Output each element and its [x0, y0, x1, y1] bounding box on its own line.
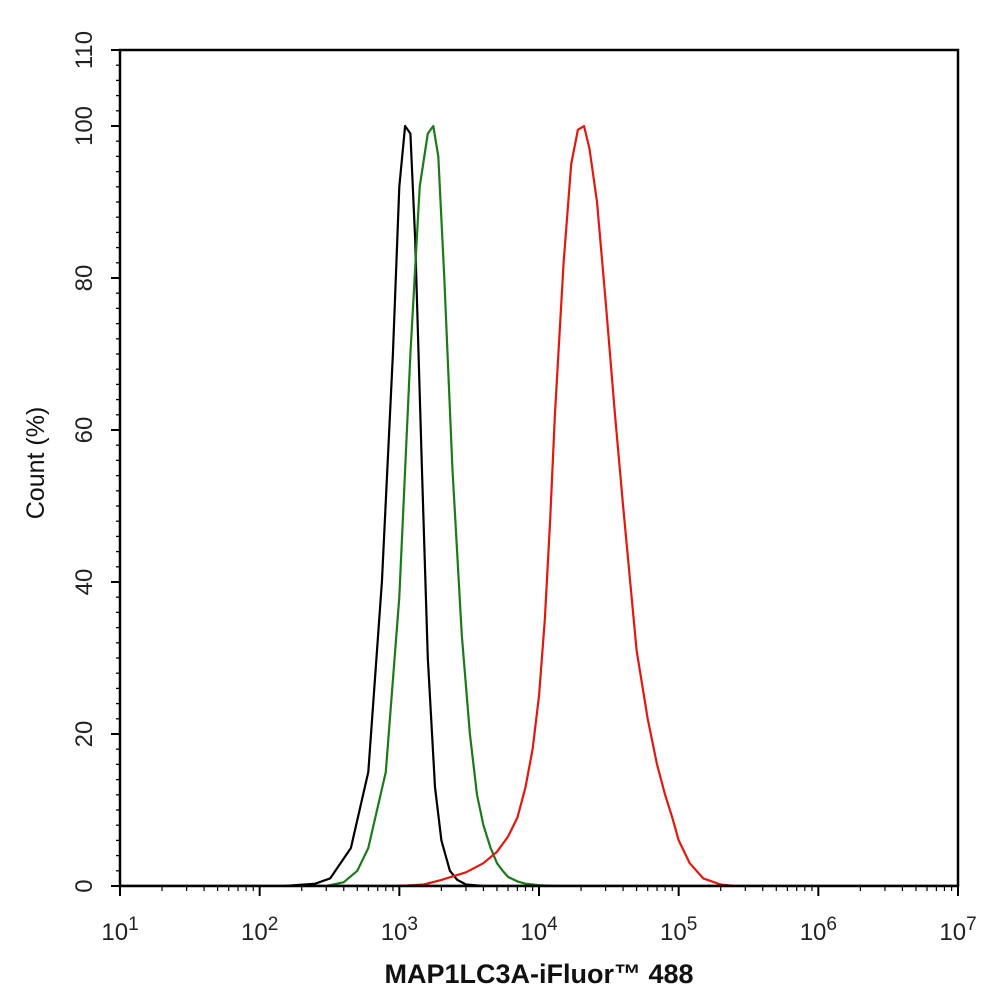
x-tick-exponent: 3: [407, 914, 418, 935]
x-tick-base: 10: [660, 919, 687, 946]
x-tick-label: 106: [800, 914, 837, 946]
x-tick-base: 10: [939, 919, 966, 946]
x-tick-label: 101: [101, 914, 138, 946]
x-tick-base: 10: [241, 919, 268, 946]
series-0-curve: [283, 124, 485, 888]
x-tick-exponent: 7: [966, 914, 977, 935]
x-tick-base: 10: [381, 919, 408, 946]
y-axis-title: Count (%): [22, 407, 50, 520]
x-tick-base: 10: [800, 919, 827, 946]
x-axis-title: MAP1LC3A-iFluor™ 488: [384, 959, 693, 989]
y-tick-label: 60: [71, 417, 98, 444]
x-tick-base: 10: [101, 919, 128, 946]
x-tick-exponent: 5: [687, 914, 698, 935]
series-2-curve: [398, 124, 736, 888]
y-tick-label: 40: [71, 569, 98, 596]
series-1-curve: [325, 124, 556, 888]
y-tick-label: 110: [71, 31, 98, 69]
x-tick-exponent: 4: [547, 914, 558, 935]
x-tick-exponent: 6: [826, 914, 837, 935]
y-tick-label: 0: [71, 879, 98, 892]
y-tick-label: 100: [71, 106, 98, 146]
x-tick-base: 10: [520, 919, 547, 946]
x-tick-label: 105: [660, 914, 697, 946]
x-tick-label: 104: [520, 914, 558, 946]
plot-frame: [118, 48, 960, 888]
y-axis-tick-labels: 0 20 40 60 80 100 110: [71, 31, 98, 893]
x-tick-label: 107: [939, 914, 976, 946]
y-tick-label: 80: [71, 265, 98, 292]
x-tick-label: 103: [381, 914, 418, 946]
x-tick-exponent: 1: [128, 914, 139, 935]
x-tick-exponent: 2: [268, 914, 279, 935]
x-axis-tick-labels: 101 102 103 104 105 106 107: [101, 914, 976, 946]
y-tick-label: 20: [71, 721, 98, 748]
x-tick-label: 102: [241, 914, 278, 946]
